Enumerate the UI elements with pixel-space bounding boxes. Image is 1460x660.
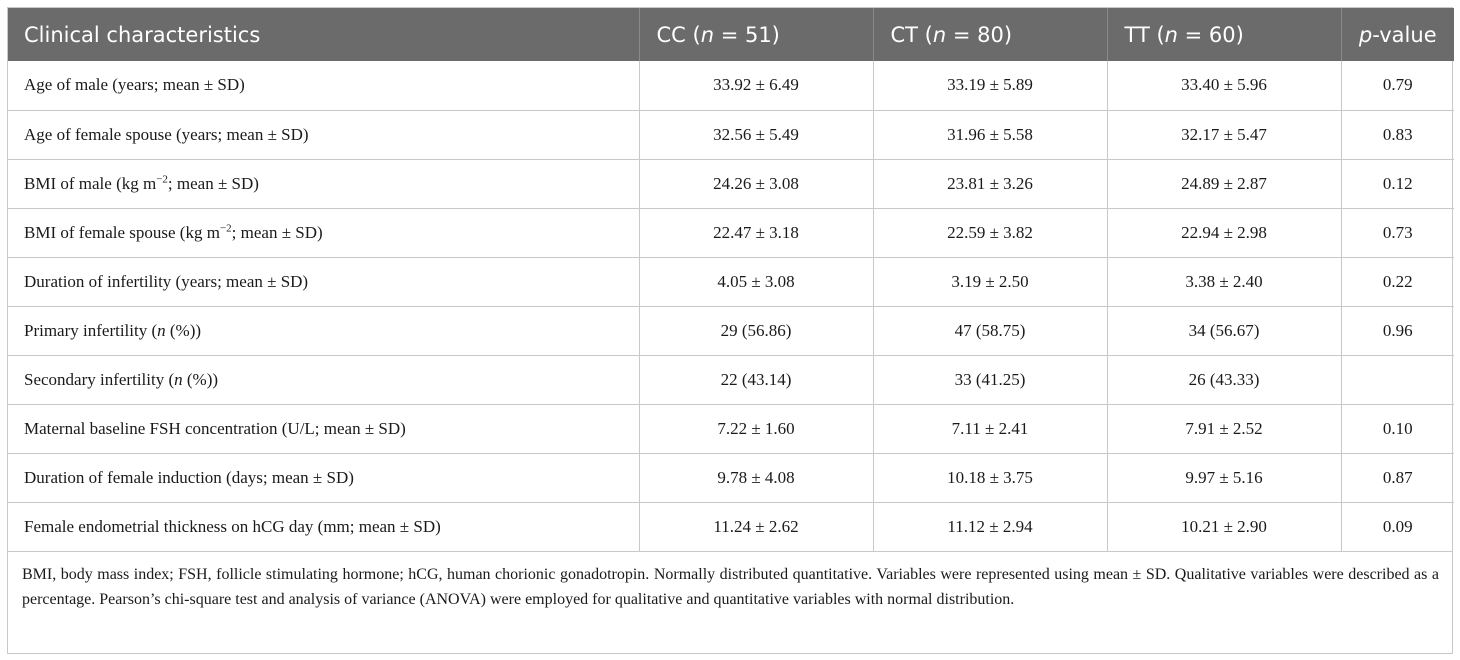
cell-cc: 29 (56.86) (639, 305, 874, 355)
table-header-row: Clinical characteristics CC (n = 51) CT … (8, 8, 1454, 61)
cell-ct: 33 (41.25) (873, 354, 1108, 404)
cell-ct: 10.18 ± 3.75 (873, 452, 1108, 502)
cell-ct: 31.96 ± 5.58 (873, 109, 1108, 159)
cell-tt: 9.97 ± 5.16 (1107, 452, 1342, 502)
cell-cc: 33.92 ± 6.49 (639, 61, 874, 110)
cell-p-value: 0.09 (1341, 501, 1454, 551)
cell-ct: 3.19 ± 2.50 (873, 256, 1108, 306)
table-row: BMI of male (kg m−2; mean ± SD) 24.26 ± 3… (8, 158, 1454, 208)
row-label: BMI of female spouse (kg m−2; mean ± SD) (8, 207, 640, 257)
table-body: Age of male (years; mean ± SD) 33.92 ± 6.… (8, 61, 1454, 551)
table-row: Secondary infertility (n (%)) 22 (43.14) 3… (8, 354, 1454, 404)
header-ct: CT (n = 80) (873, 8, 1108, 61)
cell-ct: 22.59 ± 3.82 (873, 207, 1108, 257)
row-label: Duration of female induction (days; mean… (8, 452, 640, 502)
row-label: Age of male (years; mean ± SD) (8, 61, 640, 110)
header-tt: TT (n = 60) (1107, 8, 1342, 61)
cell-tt: 7.91 ± 2.52 (1107, 403, 1342, 453)
cell-tt: 10.21 ± 2.90 (1107, 501, 1342, 551)
table-row: Age of male (years; mean ± SD) 33.92 ± 6.… (8, 61, 1454, 110)
cell-cc: 7.22 ± 1.60 (639, 403, 874, 453)
cell-p-value: 0.87 (1341, 452, 1454, 502)
row-label: Primary infertility (n (%)) (8, 305, 640, 355)
cell-p-value: 0.10 (1341, 403, 1454, 453)
cell-p-value: 0.22 (1341, 256, 1454, 306)
cell-p-value: 0.73 (1341, 207, 1454, 257)
cell-cc: 4.05 ± 3.08 (639, 256, 874, 306)
cell-cc: 9.78 ± 4.08 (639, 452, 874, 502)
cell-cc: 11.24 ± 2.62 (639, 501, 874, 551)
cell-cc: 24.26 ± 3.08 (639, 158, 874, 208)
table-footnote: BMI, body mass index; FSH, follicle stim… (8, 551, 1452, 612)
header-cc: CC (n = 51) (639, 8, 874, 61)
cell-tt: 26 (43.33) (1107, 354, 1342, 404)
cell-tt: 34 (56.67) (1107, 305, 1342, 355)
row-label: Duration of infertility (years; mean ± S… (8, 256, 640, 306)
cell-ct: 7.11 ± 2.41 (873, 403, 1108, 453)
cell-ct: 23.81 ± 3.26 (873, 158, 1108, 208)
cell-tt: 33.40 ± 5.96 (1107, 61, 1342, 110)
cell-cc: 22.47 ± 3.18 (639, 207, 874, 257)
table-row: Duration of female induction (days; mean… (8, 452, 1454, 502)
cell-p-value (1341, 354, 1454, 404)
row-label: Secondary infertility (n (%)) (8, 354, 640, 404)
table-row: Maternal baseline FSH concentration (U/L… (8, 403, 1454, 453)
table-row: Duration of infertility (years; mean ± S… (8, 256, 1454, 306)
cell-ct: 47 (58.75) (873, 305, 1108, 355)
cell-p-value: 0.79 (1382, 75, 1413, 95)
cell-p-value: 0.83 (1341, 109, 1454, 159)
table-row: BMI of female spouse (kg m−2; mean ± SD)… (8, 207, 1454, 257)
cell-cc: 22 (43.14) (639, 354, 874, 404)
table-row: Age of female spouse (years; mean ± SD) 3… (8, 109, 1454, 159)
cell-cc: 32.56 ± 5.49 (639, 109, 874, 159)
table-row: Primary infertility (n (%)) 29 (56.86) 47 … (8, 305, 1454, 355)
row-label: Maternal baseline FSH concentration (U/L… (8, 403, 640, 453)
table-row: Female endometrial thickness on hCG day … (8, 501, 1454, 551)
cell-p-value: 0.12 (1341, 158, 1454, 208)
header-p-value: p-value (1341, 8, 1454, 61)
cell-tt: 22.94 ± 2.98 (1107, 207, 1342, 257)
cell-ct: 11.12 ± 2.94 (873, 501, 1108, 551)
header-clinical-characteristics: Clinical characteristics (8, 8, 640, 61)
characteristics-table-container: Clinical characteristics CC (n = 51) CT … (7, 7, 1454, 654)
row-label: BMI of male (kg m−2; mean ± SD) (8, 158, 640, 208)
cell-p-value: 0.96 (1341, 305, 1454, 355)
clinical-characteristics-table: Clinical characteristics CC (n = 51) CT … (8, 8, 1454, 551)
cell-tt: 32.17 ± 5.47 (1107, 109, 1342, 159)
row-label: Female endometrial thickness on hCG day … (8, 501, 640, 551)
cell-ct: 33.19 ± 5.89 (873, 61, 1108, 110)
cell-tt: 24.89 ± 2.87 (1107, 158, 1342, 208)
cell-tt: 3.38 ± 2.40 (1107, 256, 1342, 306)
row-label: Age of female spouse (years; mean ± SD) (8, 109, 640, 159)
